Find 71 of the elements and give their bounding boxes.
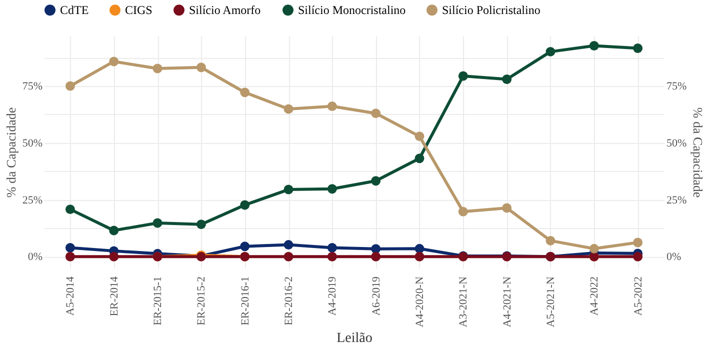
point — [502, 203, 512, 213]
point — [371, 252, 381, 262]
point — [546, 236, 556, 246]
point — [633, 44, 643, 54]
x-tick-label: A4-2021-N — [501, 276, 514, 328]
point — [65, 252, 75, 262]
point — [327, 252, 337, 262]
point — [414, 252, 424, 262]
point — [284, 240, 294, 250]
point — [546, 46, 556, 56]
point — [371, 244, 381, 254]
legend-label: CIGS — [125, 3, 152, 18]
point — [327, 184, 337, 194]
point — [458, 206, 468, 216]
y-tick-label: 75% — [22, 80, 42, 93]
point — [196, 62, 206, 72]
point — [414, 244, 424, 254]
x-tick-label: A4-2020-N — [414, 276, 426, 328]
x-tick-label: A5-2014 — [64, 276, 77, 316]
y-tick-label: 25% — [22, 194, 42, 206]
point — [371, 176, 381, 186]
point — [414, 154, 424, 164]
y2-tick-label: 50% — [666, 137, 687, 150]
point — [589, 244, 599, 254]
x-axis-title: Leilão — [336, 331, 372, 345]
point — [633, 252, 643, 262]
y-tick-label: 0% — [28, 251, 42, 264]
point — [327, 243, 337, 252]
point — [633, 238, 643, 248]
point — [240, 242, 250, 252]
point — [284, 252, 294, 262]
point — [152, 64, 162, 74]
legend-label: Silício Policristalino — [442, 3, 540, 18]
x-tick-label: A5-2021-N — [544, 276, 557, 328]
x-tick-label: A5-2022 — [632, 276, 644, 316]
x-tick-label: ER-2015-2 — [196, 276, 208, 326]
x-tick-label: A4-2019 — [326, 276, 339, 316]
point — [65, 243, 75, 252]
point — [152, 218, 162, 228]
point — [65, 81, 75, 91]
y2-tick-label: 0% — [666, 251, 682, 264]
point — [414, 132, 424, 142]
point — [327, 102, 337, 112]
point — [109, 226, 119, 236]
point — [458, 71, 468, 81]
point — [371, 108, 381, 118]
x-tick-label: A6-2019 — [370, 276, 382, 316]
legend-label: Silício Monocristalino — [298, 3, 406, 18]
y2-tick-label: 75% — [666, 80, 687, 93]
point — [196, 220, 206, 230]
legend-label: Silício Amorfo — [189, 3, 261, 18]
y2-axis-title: % da Capacidade — [690, 107, 704, 198]
point — [589, 41, 599, 51]
point — [109, 252, 119, 262]
point — [502, 74, 512, 84]
x-tick-label: ER-2014 — [108, 276, 120, 316]
y-tick-label: 50% — [22, 137, 42, 150]
y-axis-title: % da Capacidade — [3, 107, 18, 198]
point — [240, 200, 250, 210]
legend-label: CdTE — [60, 3, 89, 18]
point — [109, 56, 119, 66]
x-tick-label: ER-2015-1 — [152, 276, 164, 326]
point — [284, 104, 294, 114]
y2-tick-label: 25% — [666, 194, 687, 206]
x-tick-label: ER-2016-2 — [283, 276, 296, 326]
point — [284, 184, 294, 194]
x-tick-label: ER-2016-1 — [239, 276, 252, 326]
point — [240, 88, 250, 98]
point — [65, 204, 75, 214]
x-tick-label: A3-2021-N — [458, 276, 470, 328]
x-tick-label: A4-2022 — [588, 276, 601, 316]
